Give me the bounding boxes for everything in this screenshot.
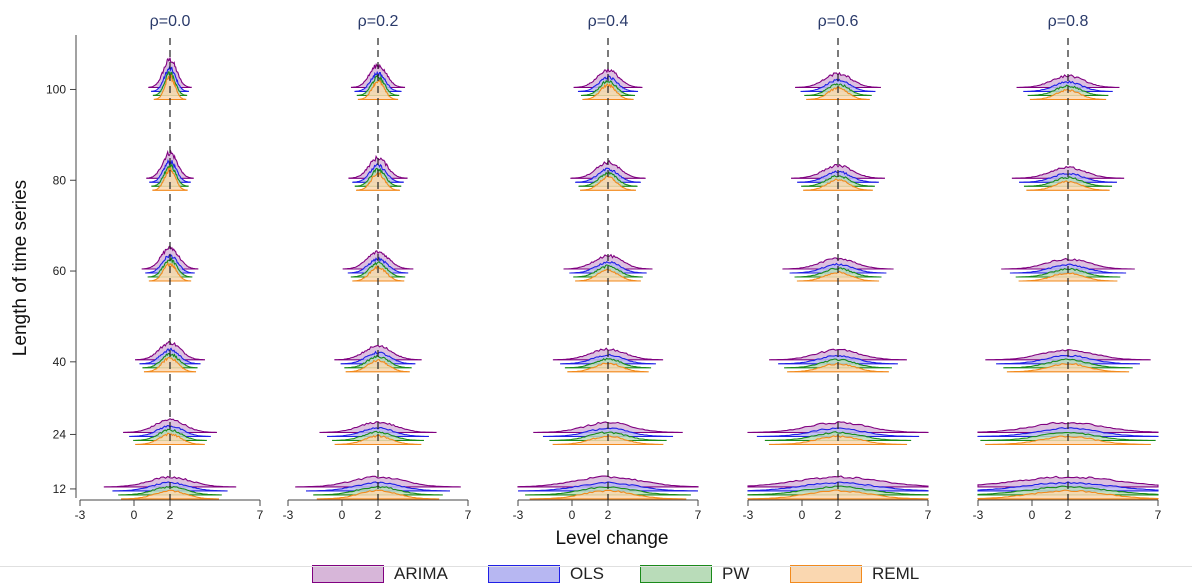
x-tick-label: -3: [283, 508, 294, 522]
density-arima: [782, 257, 894, 270]
y-tick-label: 80: [53, 173, 67, 187]
x-tick-label: 2: [605, 508, 612, 522]
legend-label: REML: [872, 564, 920, 583]
x-tick-label: -3: [743, 508, 754, 522]
panel-title: ρ=0.0: [150, 13, 191, 30]
density-pw: [1023, 176, 1113, 187]
x-tick-label: 0: [1029, 508, 1036, 522]
legend-swatch: [488, 565, 560, 583]
panel-title: ρ=0.6: [818, 13, 859, 30]
legend: ARIMA OLS PW REML: [0, 560, 1192, 586]
x-tick-label: -3: [973, 508, 984, 522]
x-tick-label: 7: [465, 508, 472, 522]
panel-title: ρ=0.4: [588, 13, 629, 30]
legend-item-arima: ARIMA: [312, 564, 448, 584]
density-reml: [1029, 88, 1107, 101]
density-arima: [295, 475, 461, 488]
x-tick-label: -3: [513, 508, 524, 522]
x-tick-label: -3: [75, 508, 86, 522]
density-reml: [152, 167, 188, 191]
legend-label: ARIMA: [394, 564, 448, 583]
x-tick-label: 2: [835, 508, 842, 522]
x-tick-label: 0: [131, 508, 138, 522]
x-tick-label: 0: [339, 508, 346, 522]
x-tick-label: 0: [799, 508, 806, 522]
x-tick-label: 7: [257, 508, 264, 522]
panel-title: ρ=0.8: [1048, 13, 1089, 30]
y-tick-label: 12: [53, 482, 67, 496]
legend-swatch: [640, 565, 712, 583]
density-reml: [1018, 272, 1118, 282]
x-tick-label: 2: [167, 508, 174, 522]
legend-label: PW: [722, 564, 750, 583]
density-ols: [778, 354, 898, 365]
y-tick-label: 60: [53, 264, 67, 278]
x-tick-label: 7: [925, 508, 932, 522]
legend-item-pw: PW: [640, 564, 749, 584]
legend-item-ols: OLS: [488, 564, 604, 584]
density-reml: [796, 270, 880, 282]
y-tick-label: 24: [53, 427, 67, 441]
y-tick-label: 40: [53, 355, 67, 369]
x-axis-title: Level change: [555, 528, 668, 549]
x-tick-label: 0: [569, 508, 576, 522]
legend-label: OLS: [570, 564, 605, 583]
legend-item-reml: REML: [790, 564, 919, 584]
density-reml: [352, 265, 405, 282]
density-arima: [103, 475, 237, 488]
x-tick-label: 2: [1065, 508, 1072, 522]
ridgeline-chart: Length of time series 100 80 60 40 24 12 Level …: [10, 13, 1162, 549]
y-tick-label: 100: [46, 82, 66, 96]
legend-swatch: [790, 565, 862, 583]
panel-title: ρ=0.2: [358, 13, 399, 30]
density-ols: [756, 427, 920, 438]
x-tick-label: 2: [375, 508, 382, 522]
x-tick-label: 7: [1155, 508, 1162, 522]
y-axis-title: Length of time series: [10, 180, 31, 356]
density-arima: [563, 253, 653, 270]
bottom-divider: [0, 566, 1192, 567]
x-tick-label: 7: [695, 508, 702, 522]
legend-swatch: [312, 565, 384, 583]
density-arima: [1016, 74, 1120, 89]
